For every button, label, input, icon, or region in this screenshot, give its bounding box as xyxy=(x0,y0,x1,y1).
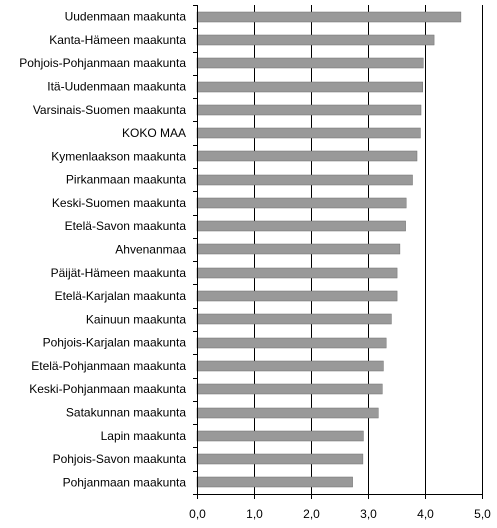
x-tick-label: 3,0 xyxy=(360,507,377,521)
category-label: Kainuun maakunta xyxy=(86,312,186,326)
category-label: Etelä-Savon maakunta xyxy=(65,219,187,233)
bar xyxy=(196,150,418,162)
category-label: Lapin maakunta xyxy=(101,429,187,443)
x-axis: 0,0 1,0 2,0 3,0 4,0 5,0 xyxy=(189,5,491,521)
category-label: Keski-Pohjanmaan maakunta xyxy=(29,382,186,396)
category-label: Päijät-Hämeen maakunta xyxy=(51,266,187,280)
bar xyxy=(196,197,407,209)
x-tick-label: 0,0 xyxy=(189,507,206,521)
bars xyxy=(196,11,462,488)
bar xyxy=(196,11,462,23)
category-label: Uudenmaan maakunta xyxy=(65,10,187,24)
bar xyxy=(196,290,398,302)
bar xyxy=(196,220,406,232)
category-label: Keski-Suomen maakunta xyxy=(52,196,186,210)
bar xyxy=(196,360,384,372)
bar xyxy=(196,267,398,279)
category-labels: Uudenmaan maakunta Kanta-Hämeen maakunta P… xyxy=(19,10,186,490)
x-tick-label: 4,0 xyxy=(417,507,434,521)
category-label: Pirkanmaan maakunta xyxy=(66,173,186,187)
category-label: Pohjois-Pohjanmaan maakunta xyxy=(19,56,186,70)
category-label: KOKO MAA xyxy=(122,126,186,140)
bar xyxy=(196,243,401,255)
category-label: Varsinais-Suomen maakunta xyxy=(33,103,187,117)
bar xyxy=(196,476,353,488)
bar xyxy=(196,337,387,349)
category-label: Pohjois-Savon maakunta xyxy=(53,452,187,466)
x-tick-label: 1,0 xyxy=(246,507,263,521)
category-label: Ahvenanmaa xyxy=(115,243,186,257)
category-label: Pohjanmaan maakunta xyxy=(63,475,187,489)
bar xyxy=(196,174,413,186)
bar xyxy=(196,34,435,46)
x-tick-label: 2,0 xyxy=(303,507,320,521)
bar xyxy=(196,313,392,325)
category-label: Itä-Uudenmaan maakunta xyxy=(47,80,186,94)
bar xyxy=(196,430,364,442)
bar xyxy=(196,407,379,419)
category-label: Etelä-Pohjanmaan maakunta xyxy=(31,359,186,373)
bar xyxy=(196,127,421,139)
category-label: Satakunnan maakunta xyxy=(66,406,186,420)
bar xyxy=(196,57,424,69)
category-label: Kymenlaakson maakunta xyxy=(51,149,186,163)
bar xyxy=(196,104,422,116)
bar xyxy=(196,453,364,465)
bar xyxy=(196,383,383,395)
x-tick-label: 5,0 xyxy=(474,507,491,521)
category-label: Etelä-Karjalan maakunta xyxy=(55,289,187,303)
bar xyxy=(196,81,423,93)
category-label: Kanta-Hämeen maakunta xyxy=(49,33,186,47)
category-label: Pohjois-Karjalan maakunta xyxy=(43,336,187,350)
